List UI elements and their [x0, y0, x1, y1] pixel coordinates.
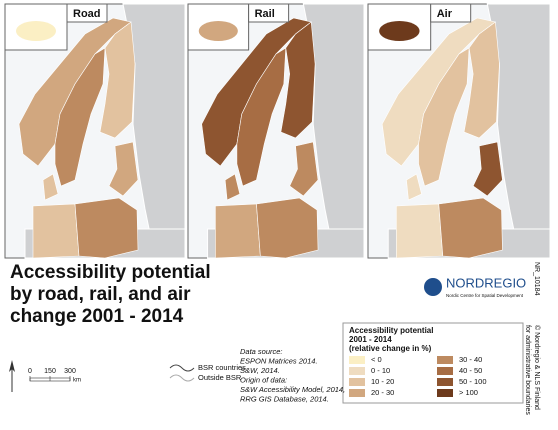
label-box: [430, 3, 472, 23]
region-baltics: [289, 141, 319, 197]
region-finland: [463, 21, 500, 139]
legend-swatch: [437, 378, 453, 386]
region-poland: [74, 197, 139, 259]
logo-name: NORDREGIO: [446, 275, 526, 290]
panel-label: Rail: [255, 8, 275, 20]
region-germany: [396, 203, 444, 259]
region-iceland: [16, 21, 56, 41]
region-finland: [280, 21, 316, 139]
region-sweden: [54, 47, 106, 187]
region-iceland: [379, 21, 420, 41]
logo-icon: [424, 278, 442, 296]
copyright: for administrative boundaries: [524, 325, 531, 415]
map-panel: Road: [4, 3, 186, 259]
scale-label: 0: [28, 368, 32, 375]
data-source: Data source:: [240, 347, 283, 356]
legend-swatch: [349, 389, 365, 397]
scale-label: 150: [44, 368, 56, 375]
legend-title: Accessibility potential: [349, 326, 433, 335]
region-germany: [32, 203, 80, 259]
region-iceland: [198, 21, 238, 41]
legend-title: 2001 - 2014: [349, 335, 392, 344]
region-denmark: [224, 173, 241, 201]
legend-label: 20 - 30: [371, 388, 394, 397]
boundary-label: Outside BSR: [198, 373, 242, 382]
region-denmark: [406, 173, 422, 201]
legend-label: < 0: [371, 355, 382, 364]
map-id: NR_10184: [533, 262, 540, 296]
legend-label: 30 - 40: [459, 355, 482, 364]
region-baltics: [472, 141, 503, 197]
legend-label: 40 - 50: [459, 366, 482, 375]
scale-unit: km: [73, 378, 81, 384]
outside-land: [122, 3, 186, 259]
scale-label: 300: [64, 368, 76, 375]
region-baltics: [108, 141, 139, 197]
panel-label: Air: [437, 8, 453, 20]
legend-frame: [342, 322, 524, 404]
data-source: ESPON Matrices 2014.: [240, 356, 318, 365]
boundary-symbols: [169, 364, 195, 382]
region-finland: [99, 21, 136, 139]
region-sweden: [236, 47, 287, 187]
legend-label: > 100: [459, 388, 478, 397]
region-denmark: [42, 173, 59, 201]
legend-label: 0 - 10: [371, 366, 390, 375]
map-title: by road, rail, and air: [10, 284, 191, 305]
north-arrow: [9, 360, 15, 392]
data-source: Origin of data:: [240, 375, 287, 384]
data-source: S&W Accessibility Model, 2014,: [240, 385, 345, 394]
legend-swatch: [349, 356, 365, 364]
map-title: Accessibility potential: [10, 262, 211, 283]
legend-label: 10 - 20: [371, 377, 394, 386]
legend-swatch: [437, 389, 453, 397]
region-poland: [256, 197, 319, 259]
label-box: [66, 3, 108, 23]
map-panel: Rail: [187, 3, 365, 259]
region-sweden: [418, 47, 470, 187]
legend-label: 50 - 100: [459, 377, 487, 386]
outside-land: [486, 3, 551, 259]
logo-tagline: Nordic Centre for Spatial Development: [446, 293, 524, 298]
data-source: S&W, 2014.: [240, 366, 280, 375]
legend-swatch: [437, 367, 453, 375]
region-germany: [215, 203, 261, 259]
region-poland: [438, 197, 503, 259]
map-panel: Air: [367, 3, 551, 259]
legend-swatch: [349, 367, 365, 375]
boundary-label: BSR countries: [198, 363, 246, 372]
legend-swatch: [349, 378, 365, 386]
legend-swatch: [437, 356, 453, 364]
panel-label: Road: [73, 8, 101, 20]
label-box: [248, 3, 290, 23]
legend-title: (relative change in %): [349, 344, 432, 353]
data-source: RRG GIS Database, 2014.: [240, 394, 329, 403]
copyright: © Nordregio & NLS Finland: [533, 325, 541, 410]
map-title: change 2001 - 2014: [10, 306, 184, 327]
outside-land: [302, 3, 365, 259]
